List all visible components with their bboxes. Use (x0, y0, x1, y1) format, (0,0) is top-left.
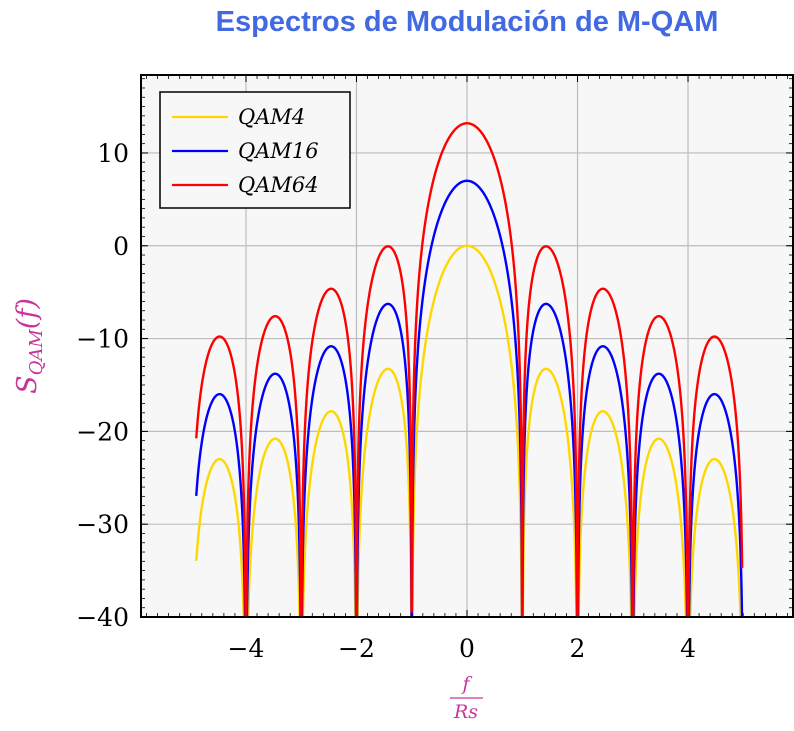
x-tick-label: 2 (570, 634, 586, 663)
y-tick-labels: −40 −30 −20 −10 0 10 (76, 139, 129, 632)
y-tick-label: 10 (97, 139, 129, 168)
series-line-qam64 (195, 122, 744, 617)
plot-frame (140, 74, 794, 618)
series-lines (195, 122, 744, 617)
x-tick-label: 4 (680, 634, 696, 663)
legend-label-qam4: QAM4 (238, 105, 305, 129)
x-tick-label: −4 (228, 634, 265, 663)
y-tick-label: −10 (76, 325, 129, 354)
x-tick-label: −2 (338, 634, 375, 663)
ylabel-sub: QAM (26, 329, 47, 376)
svg-text:SQAM(f): SQAM(f) (12, 298, 47, 394)
ylabel-main: S (12, 375, 43, 394)
x-axis-label: f Rs (450, 673, 483, 723)
series-line-qam16 (195, 179, 744, 617)
legend: QAM4 QAM16 QAM64 (159, 91, 351, 209)
xlabel-numerator: f (460, 673, 472, 695)
y-axis-label: SQAM(f) (12, 298, 47, 394)
ylabel-arg: (f) (12, 298, 43, 329)
chart-title: Espectros de Modulación de M-QAM (215, 6, 719, 38)
y-tick-label: −40 (76, 603, 129, 632)
legend-label-qam16: QAM16 (238, 139, 319, 163)
series-line-qam4 (195, 244, 742, 617)
y-tick-label: −30 (76, 510, 129, 539)
xlabel-denominator: Rs (453, 701, 478, 723)
legend-label-qam64: QAM64 (238, 173, 319, 197)
y-tick-label: 0 (113, 232, 129, 261)
x-tick-labels: −4 −2 0 2 4 (228, 634, 696, 663)
y-tick-label: −20 (76, 417, 129, 446)
x-tick-label: 0 (459, 634, 475, 663)
